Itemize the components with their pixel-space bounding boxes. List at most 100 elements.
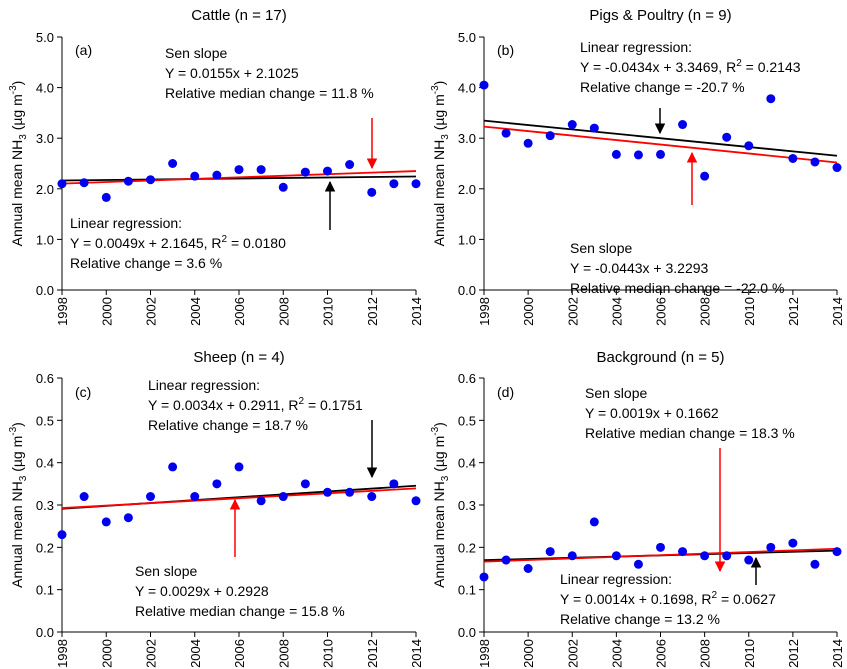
y-tick-label: 0.3 bbox=[36, 498, 54, 513]
y-axis-label: Annual mean NH3 (µg m-3) bbox=[8, 422, 29, 588]
data-point bbox=[656, 149, 665, 159]
panel-title: Sheep (n = 4) bbox=[193, 349, 284, 366]
annotation-line: Y = 0.0049x + 2.1645, R2 = 0.0180 bbox=[70, 234, 286, 251]
annotation-line: Linear regression: bbox=[70, 215, 182, 231]
annotation-line: Relative median change = 11.8 % bbox=[165, 85, 374, 101]
y-tick-label: 2.0 bbox=[36, 182, 54, 197]
panel: Background (n = 5) Annual mean NH3 (µg m-… bbox=[430, 349, 845, 668]
data-point bbox=[345, 160, 355, 170]
trend-line bbox=[483, 125, 838, 164]
y-tick-label: 5.0 bbox=[36, 30, 54, 45]
panel: Cattle (n = 17) Annual mean NH3 (µg m-3) 0… bbox=[8, 7, 424, 326]
annotation-text: Y = 0.0049x + 2.1645, R bbox=[70, 235, 222, 251]
data-point bbox=[567, 120, 577, 130]
x-tick-label: 2012 bbox=[365, 639, 380, 668]
data-point bbox=[146, 492, 155, 502]
annotation-text: Y = -0.0434x + 3.3469, R bbox=[580, 59, 736, 75]
data-point bbox=[567, 551, 577, 561]
x-tick-label: 2010 bbox=[321, 639, 336, 668]
panel-label: (d) bbox=[497, 384, 514, 400]
x-tick-label: 1998 bbox=[477, 297, 492, 326]
data-point bbox=[411, 496, 421, 506]
x-tick-label: 2006 bbox=[654, 639, 669, 668]
annotation-line: Y = 0.0014x + 0.1698, R2 = 0.0627 bbox=[560, 590, 776, 607]
data-point bbox=[212, 170, 222, 180]
x-tick-label: 2000 bbox=[521, 297, 536, 326]
annotation-line: Y = 0.0029x + 0.2928 bbox=[135, 583, 269, 599]
data-point bbox=[101, 192, 111, 202]
panel-title: Cattle (n = 17) bbox=[191, 7, 286, 24]
data-point bbox=[411, 179, 421, 189]
x-tick-label: 1998 bbox=[477, 639, 492, 668]
trend-line bbox=[61, 170, 417, 185]
panel-title: Pigs & Poultry (n = 9) bbox=[589, 7, 731, 24]
x-tick-label: 2008 bbox=[698, 639, 713, 668]
data-point bbox=[168, 462, 178, 472]
data-point bbox=[234, 462, 244, 472]
x-tick-label: 2004 bbox=[609, 639, 624, 668]
data-point bbox=[345, 487, 355, 497]
annotation-line: Sen slope bbox=[585, 385, 647, 401]
annotation-line: Relative change = -20.7 % bbox=[580, 79, 745, 95]
data-point bbox=[523, 138, 533, 148]
annotation-line: Linear regression: bbox=[148, 377, 260, 393]
annotation-line: Y = 0.0155x + 2.1025 bbox=[165, 65, 299, 81]
data-point bbox=[278, 492, 288, 502]
data-point bbox=[323, 166, 332, 176]
data-point bbox=[700, 551, 710, 561]
x-tick-label: 2014 bbox=[409, 639, 424, 668]
y-axis-label: Annual mean NH3 (µg m-3) bbox=[8, 81, 29, 247]
data-point bbox=[788, 153, 798, 163]
y-tick-label: 3.0 bbox=[458, 131, 476, 146]
x-tick-label: 2014 bbox=[409, 297, 424, 326]
y-axis-label: Annual mean NH3 (µg m-3) bbox=[430, 81, 451, 247]
data-point bbox=[589, 123, 599, 133]
y-tick-label: 0.5 bbox=[458, 413, 476, 428]
x-tick-label: 2010 bbox=[742, 639, 757, 668]
annotation-line: Linear regression: bbox=[560, 571, 672, 587]
annotation-text: Y = 0.0034x + 0.2911, R bbox=[148, 397, 299, 413]
y-tick-label: 0.0 bbox=[36, 625, 54, 640]
annotation-sup: 2 bbox=[222, 234, 228, 245]
data-point bbox=[389, 479, 399, 489]
data-point bbox=[57, 530, 67, 540]
y-tick-label: 0.5 bbox=[36, 413, 54, 428]
data-point bbox=[611, 149, 621, 159]
data-point bbox=[389, 179, 399, 189]
x-tick-label: 2008 bbox=[276, 297, 291, 326]
data-point bbox=[501, 555, 511, 565]
y-tick-label: 4.0 bbox=[36, 81, 54, 96]
data-point bbox=[766, 542, 776, 552]
data-point bbox=[256, 496, 266, 506]
x-tick-label: 2012 bbox=[786, 297, 801, 326]
x-tick-label: 2004 bbox=[188, 639, 203, 668]
data-point bbox=[744, 555, 754, 565]
y-tick-label: 0.1 bbox=[36, 583, 54, 598]
y-axis-label-part: Annual mean NH bbox=[9, 140, 25, 247]
y-tick-label: 1.0 bbox=[458, 232, 476, 247]
data-point bbox=[832, 547, 842, 557]
x-tick-label: 2006 bbox=[232, 639, 247, 668]
y-axis-label-part: ) bbox=[431, 81, 447, 86]
annotation-line: Relative change = 18.7 % bbox=[148, 417, 308, 433]
y-axis-label-part: Annual mean NH bbox=[431, 140, 447, 247]
data-point bbox=[832, 163, 842, 173]
annotation-text: = 0.0627 bbox=[717, 591, 776, 607]
y-tick-label: 0.2 bbox=[36, 540, 54, 555]
data-point bbox=[256, 165, 266, 175]
panel: Pigs & Poultry (n = 9) Annual mean NH3 (µ… bbox=[430, 7, 845, 326]
data-point bbox=[79, 178, 89, 188]
y-tick-label: 0.4 bbox=[458, 456, 476, 471]
panel-title: Background (n = 5) bbox=[597, 349, 725, 366]
y-axis-label: Annual mean NH3 (µg m-3) bbox=[430, 422, 451, 588]
x-tick-label: 2004 bbox=[188, 297, 203, 326]
trend-line bbox=[61, 175, 417, 182]
data-point bbox=[744, 141, 754, 151]
x-tick-label: 2000 bbox=[99, 639, 114, 668]
y-axis-label-part: (µg m bbox=[9, 436, 25, 476]
x-tick-label: 2012 bbox=[365, 297, 380, 326]
trend-line bbox=[61, 487, 417, 509]
x-tick-label: 2002 bbox=[565, 297, 580, 326]
x-tick-label: 2000 bbox=[99, 297, 114, 326]
data-point bbox=[700, 171, 710, 181]
